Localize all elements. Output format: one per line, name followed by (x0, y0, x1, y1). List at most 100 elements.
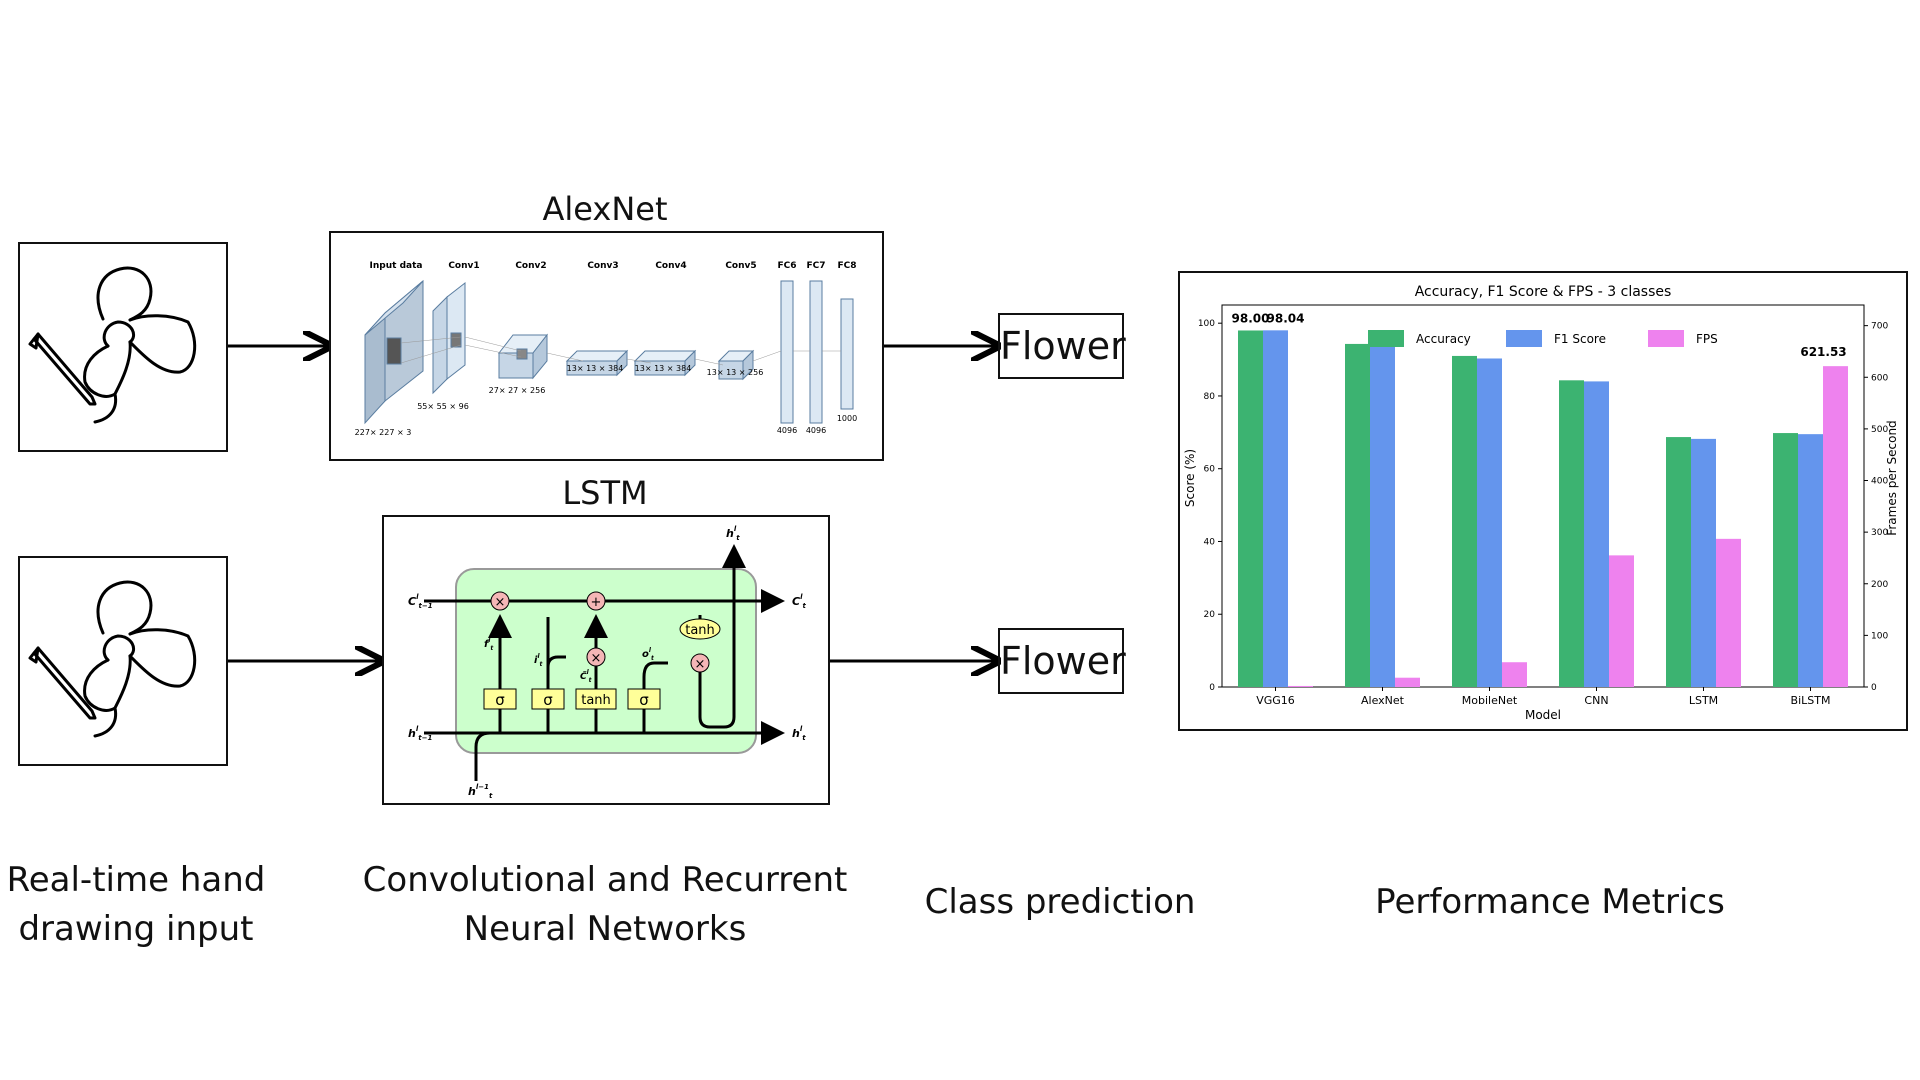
chart-title: Accuracy, F1 Score & FPS - 3 classes (1415, 284, 1672, 300)
layer-dim: 4096 (777, 426, 797, 435)
prediction-output-top: Flower (998, 313, 1126, 379)
bar-f1-score (1263, 330, 1288, 687)
y2-tick-label: 300 (1871, 528, 1888, 538)
bar-accuracy (1452, 355, 1477, 687)
layer-dim: 4096 (806, 426, 826, 435)
bar-fps (1502, 662, 1527, 687)
legend-swatch (1648, 330, 1684, 347)
bar-f1-score (1370, 343, 1395, 687)
h-out-label: hlt (792, 725, 806, 742)
bar-f1-score (1477, 358, 1502, 687)
bar-accuracy (1773, 433, 1798, 687)
x-in-label: hl−1t (468, 783, 493, 800)
legend-swatch (1506, 330, 1542, 347)
y-tick-label: 20 (1204, 610, 1216, 620)
layer-label: Conv5 (725, 261, 756, 271)
bar-f1-score (1691, 438, 1716, 687)
legend-label: Accuracy (1416, 332, 1471, 346)
y2-tick-label: 0 (1871, 683, 1877, 693)
x-axis-label: Model (1525, 708, 1561, 722)
svg-text:tanh: tanh (685, 623, 715, 638)
op-multiply-forget: × (490, 591, 510, 611)
y-axis-label: Score (%) (1183, 449, 1197, 507)
h-top-label: hlt (726, 525, 740, 542)
y2-tick-label: 500 (1871, 425, 1888, 435)
y-tick-label: 40 (1204, 537, 1216, 547)
plot-frame (1221, 304, 1865, 688)
flower-sketch-icon (28, 266, 197, 424)
gate-forget: σ (495, 691, 505, 709)
f-label: flt (484, 637, 494, 652)
bar-accuracy (1666, 437, 1691, 687)
bar-fps (1823, 366, 1848, 687)
svg-text:×: × (495, 595, 506, 610)
c-tilde-label: C̃lt (580, 669, 593, 684)
svg-text:×: × (591, 651, 602, 666)
x-tick-label: MobileNet (1462, 694, 1518, 707)
bar-fps (1716, 538, 1741, 687)
data-label: 98.04 (1267, 311, 1305, 325)
layer-label: Input data (370, 261, 423, 271)
o-label: olt (642, 647, 655, 662)
layer-dim: 13× 13 × 384 (635, 364, 692, 373)
op-add: + (586, 591, 606, 611)
op-multiply-output: × (690, 653, 710, 673)
layer-dim: 55× 55 × 96 (417, 402, 469, 411)
caption-prediction: Class prediction (924, 882, 1196, 922)
bar-accuracy (1345, 343, 1370, 687)
x-tick-label: LSTM (1689, 694, 1718, 707)
layer-dim: 27× 27 × 256 (489, 386, 546, 395)
layer-label: Conv3 (587, 261, 618, 271)
caption-input: Real-time hand drawing input (6, 860, 266, 949)
caption-networks: Convolutional and Recurrent Neural Networ… (362, 860, 848, 949)
bar-f1-score (1584, 381, 1609, 687)
bar-fps (1395, 677, 1420, 687)
layer-label: Conv1 (448, 261, 479, 271)
x-tick-label: VGG16 (1256, 694, 1295, 707)
h-in-label: hlt−1 (408, 725, 432, 742)
c-out-label: Clt (792, 593, 806, 610)
metrics-bar-chart: Accuracy, F1 Score & FPS - 3 classes 0 20… (1183, 284, 1899, 722)
drawing-input-bottom (18, 556, 228, 766)
svg-text:+: + (591, 595, 602, 610)
data-label: 98.00 (1232, 311, 1270, 325)
layer-label: Conv2 (515, 261, 546, 271)
y2-axis-label: Frames per Second (1885, 420, 1899, 535)
layer-label: FC6 (777, 261, 796, 271)
x-tick-label: CNN (1584, 694, 1608, 707)
layer-label: FC7 (806, 261, 825, 271)
y2-tick-label: 600 (1871, 373, 1888, 383)
y2-tick-label: 200 (1871, 580, 1888, 590)
gate-candidate: tanh (581, 693, 611, 708)
c-in-label: Clt−1 (408, 593, 433, 610)
op-multiply-input: × (586, 647, 606, 667)
bar-fps (1288, 685, 1313, 687)
data-label: 621.53 (1800, 345, 1846, 359)
layer-label: Conv4 (655, 261, 686, 271)
y-tick-label: 0 (1209, 683, 1215, 693)
bar-fps (1609, 555, 1634, 687)
prediction-output-bottom: Flower (998, 628, 1126, 694)
x-tick-label: AlexNet (1361, 694, 1405, 707)
layer-label: FC8 (837, 261, 856, 271)
layer-dim: 13× 13 × 256 (707, 368, 764, 377)
legend-swatch (1368, 330, 1404, 347)
layer-dim: 227× 227 × 3 (355, 428, 412, 437)
lstm-cell (455, 568, 757, 754)
y-tick-label: 60 (1204, 465, 1216, 475)
i-label: ilt (534, 653, 544, 668)
op-tanh: tanh (679, 618, 721, 640)
flower-sketch-icon (28, 580, 197, 738)
gate-input: σ (543, 691, 553, 709)
lstm-diagram: × + × × tanh σ σ tanh σ Clt−1 (382, 515, 830, 805)
gate-output: σ (639, 691, 649, 709)
performance-chart: Accuracy, F1 Score & FPS - 3 classes 0 20… (1178, 271, 1908, 731)
lstm-title: LSTM (562, 474, 648, 512)
bar-f1-score (1798, 434, 1823, 687)
layer-dim: 1000 (837, 414, 857, 423)
y2-tick-label: 400 (1871, 477, 1888, 487)
alexnet-title: AlexNet (542, 190, 668, 228)
y2-tick-label: 100 (1871, 631, 1888, 641)
bar-accuracy (1238, 330, 1263, 687)
legend-label: F1 Score (1554, 332, 1606, 346)
